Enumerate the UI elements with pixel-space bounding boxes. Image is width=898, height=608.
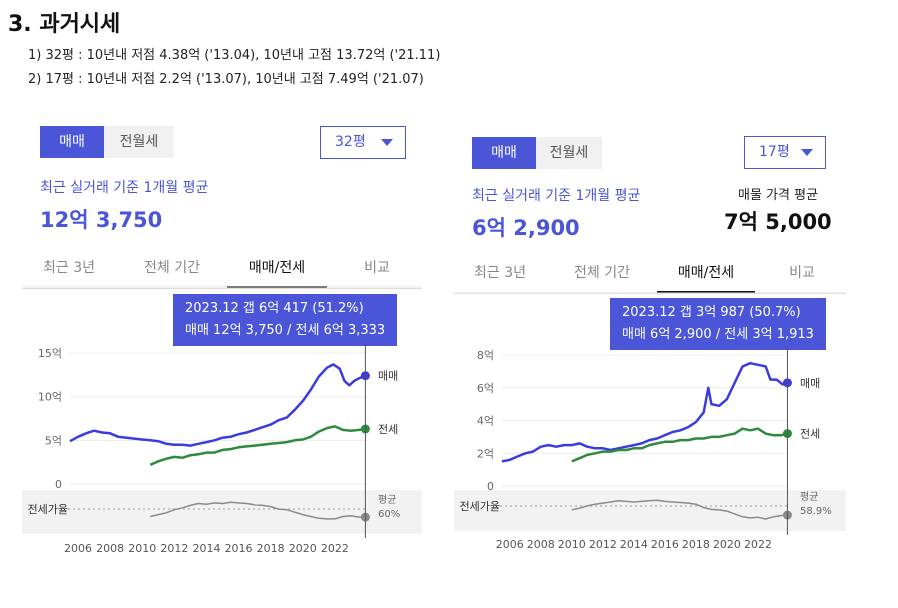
series-label-sale: 매매 — [800, 377, 820, 390]
period-tabs: 최근 3년 전체 기간 매매/전세 비교 — [454, 258, 846, 294]
recent-avg-price: 12억 3,750 — [40, 208, 163, 232]
x-tick-label: 2018 — [682, 538, 710, 551]
y-tick-label: 10억 — [38, 391, 62, 404]
ratio-average-value: 58.9% — [800, 506, 832, 517]
tooltip-prices: 매매 6억 2,900 / 전세 3억 1,913 — [622, 327, 814, 342]
y-tick-label: 8억 — [477, 349, 494, 362]
tab-compare[interactable]: 비교 — [789, 265, 815, 281]
y-tick-label: 4억 — [477, 415, 494, 428]
y-tick-label: 5억 — [45, 434, 62, 447]
y-tick-label: 0 — [55, 478, 62, 491]
series-line-매매 — [501, 361, 788, 463]
size-select-value: 17평 — [759, 144, 790, 160]
tab-sale[interactable]: 매매 — [472, 137, 536, 169]
tooltip-prices: 매매 12억 3,750 / 전세 6억 3,333 — [185, 323, 386, 338]
x-tick-label: 2014 — [620, 538, 648, 551]
recent-avg-price: 6억 2,900 — [472, 216, 580, 240]
series-line-매매 — [69, 363, 366, 447]
series-label-sale: 매매 — [378, 370, 398, 383]
x-tick-label: 2008 — [527, 538, 555, 551]
series-line-전세가율 — [150, 501, 366, 520]
x-tick-label: 2020 — [713, 538, 741, 551]
series-label-jeonse: 전세 — [800, 428, 820, 441]
ratio-average-value: 60% — [378, 509, 400, 520]
x-tick-label: 2006 — [64, 542, 92, 555]
series-label-jeonse: 전세 — [378, 423, 398, 436]
y-tick-label: 15억 — [38, 347, 62, 360]
chart-tooltip: 2023.12 갭 6억 417 (51.2%) 매매 12억 3,750 / … — [173, 294, 398, 346]
size-select[interactable]: 17평 — [744, 136, 826, 169]
x-tick-label: 2010 — [128, 542, 156, 555]
note-32py: 1) 32평 : 10년내 저점 4.38억 ('13.04), 10년내 고점… — [28, 48, 441, 63]
tab-sale[interactable]: 매매 — [40, 126, 104, 158]
recent-avg-label: 최근 실거래 기준 1개월 평균 — [40, 180, 209, 196]
tab-rent[interactable]: 전월세 — [119, 134, 159, 150]
trade-type-tabs: 매매 전월세 — [40, 126, 174, 158]
ratio-band — [22, 490, 422, 534]
x-tick-label: 2014 — [192, 542, 220, 555]
x-tick-label: 2010 — [558, 538, 586, 551]
section-title: 3. 과거시세 — [8, 12, 121, 37]
chevron-down-icon — [381, 139, 393, 146]
y-tick-label: 0 — [487, 480, 494, 493]
series-line-전세 — [571, 427, 788, 463]
ratio-band — [454, 490, 846, 531]
size-select-value: 32평 — [335, 134, 366, 150]
chart-tooltip: 2023.12 갭 3억 987 (50.7%) 매매 6억 2,900 / 전… — [610, 298, 826, 350]
tooltip-gap: 2023.12 갭 3억 987 (50.7%) — [622, 305, 801, 320]
note-17py: 2) 17평 : 10년내 저점 2.2억 ('13.07), 10년내 고점 … — [28, 72, 424, 87]
x-tick-label: 2008 — [96, 542, 124, 555]
size-select[interactable]: 32평 — [320, 126, 406, 159]
tab-all-period[interactable]: 전체 기간 — [144, 260, 200, 276]
ratio-axis-label: 전세가율 — [28, 503, 68, 516]
x-tick-label: 2022 — [744, 538, 772, 551]
ratio-average-label: 평균 — [800, 491, 818, 503]
chevron-down-icon — [801, 149, 813, 156]
trade-type-tabs: 매매 전월세 — [472, 137, 602, 169]
ratio-average-label: 평균 — [378, 494, 396, 506]
tab-all-period[interactable]: 전체 기간 — [574, 265, 630, 281]
x-tick-label: 2006 — [496, 538, 524, 551]
x-tick-label: 2018 — [257, 542, 285, 555]
tab-rent[interactable]: 전월세 — [549, 145, 589, 161]
x-tick-label: 2012 — [589, 538, 617, 551]
tab-compare[interactable]: 비교 — [364, 260, 390, 276]
y-tick-label: 6억 — [477, 382, 494, 395]
x-tick-label: 2016 — [651, 538, 679, 551]
tooltip-gap: 2023.12 갭 6억 417 (51.2%) — [185, 301, 364, 316]
asking-avg-label: 매물 가격 평균 — [738, 188, 819, 203]
tab-recent-3y[interactable]: 최근 3년 — [43, 260, 95, 276]
recent-avg-label: 최근 실거래 기준 1개월 평균 — [472, 188, 641, 204]
x-tick-label: 2012 — [160, 542, 188, 555]
y-tick-label: 2억 — [477, 447, 494, 460]
tab-sale-jeonse[interactable]: 매매/전세 — [657, 258, 755, 293]
ratio-axis-label: 전세가율 — [460, 500, 500, 513]
series-line-전세 — [149, 425, 366, 466]
asking-avg-price: 7억 5,000 — [724, 210, 832, 234]
tab-recent-3y[interactable]: 최근 3년 — [474, 265, 526, 281]
x-tick-label: 2016 — [225, 542, 253, 555]
x-tick-label: 2020 — [289, 542, 317, 555]
series-line-전세가율 — [571, 499, 788, 520]
x-tick-label: 2022 — [321, 542, 349, 555]
